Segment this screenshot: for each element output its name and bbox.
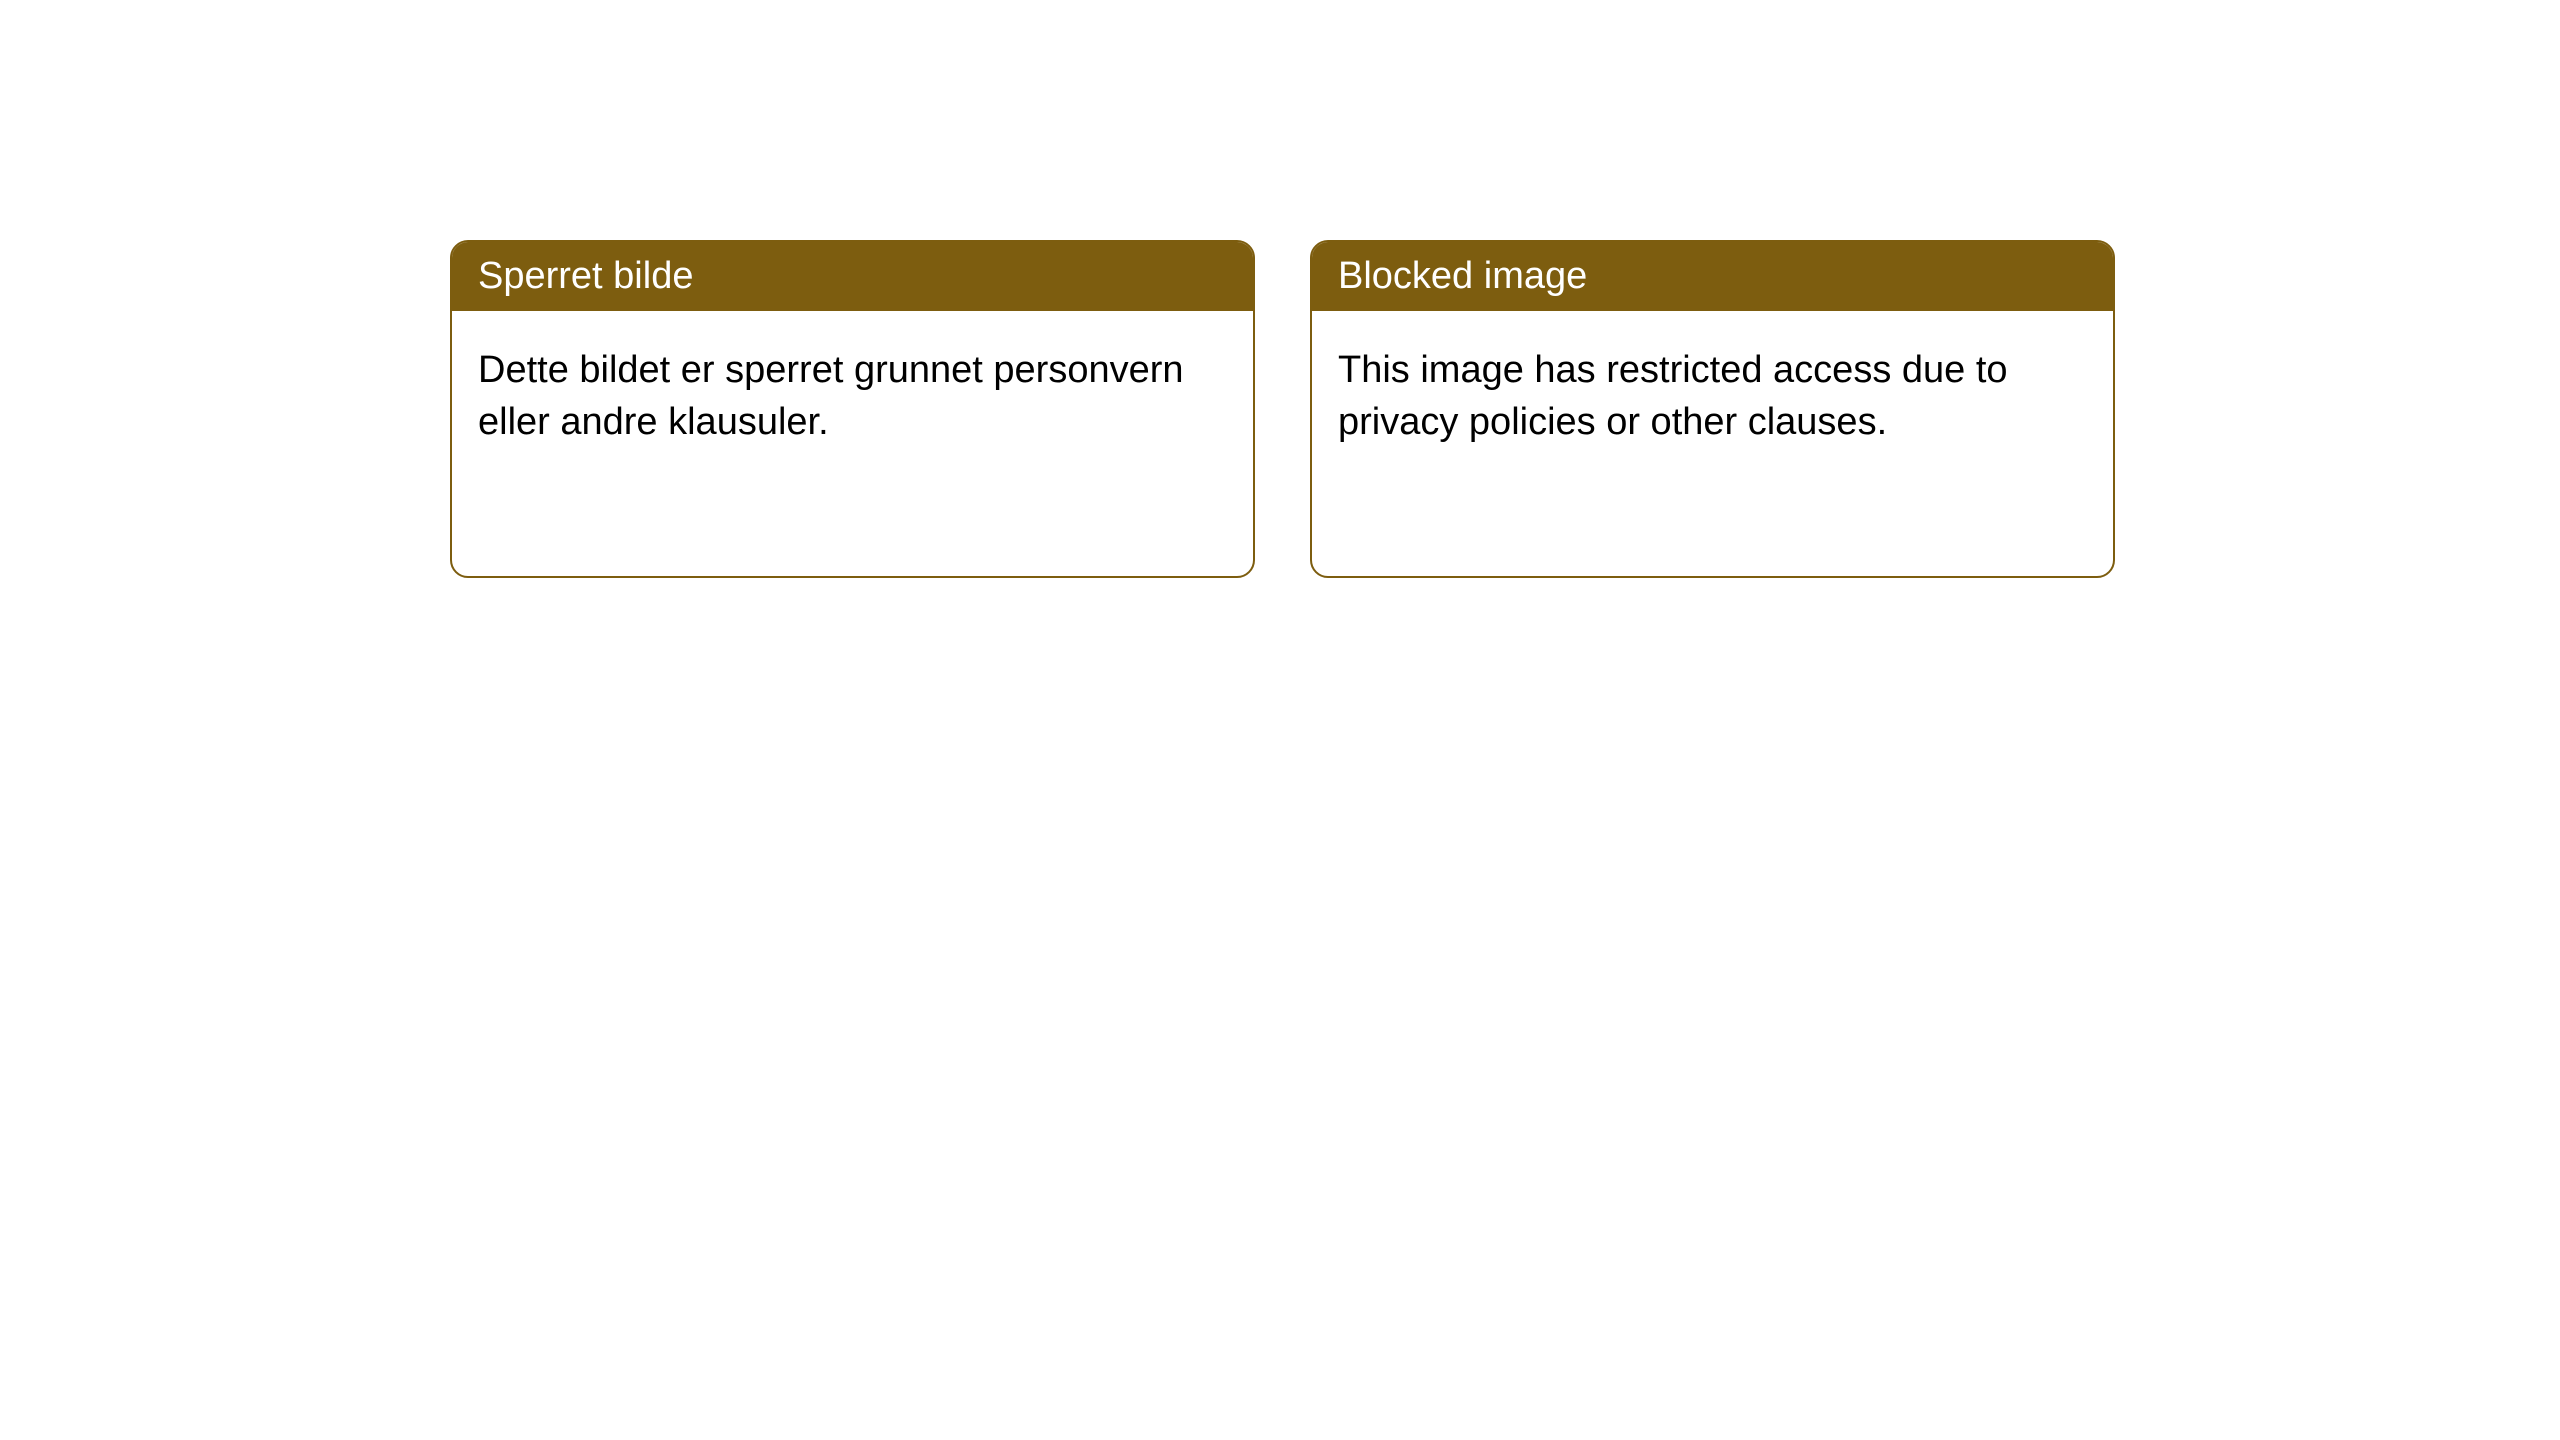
notice-title: Blocked image xyxy=(1338,255,1587,297)
notice-header: Blocked image xyxy=(1312,242,2113,311)
notice-title: Sperret bilde xyxy=(478,255,693,297)
notice-container: Sperret bilde Dette bildet er sperret gr… xyxy=(450,240,2115,578)
notice-card-norwegian: Sperret bilde Dette bildet er sperret gr… xyxy=(450,240,1255,578)
notice-body-text: This image has restricted access due to … xyxy=(1338,349,2008,442)
notice-card-english: Blocked image This image has restricted … xyxy=(1310,240,2115,578)
notice-body: This image has restricted access due to … xyxy=(1312,311,2113,482)
notice-body: Dette bildet er sperret grunnet personve… xyxy=(452,311,1253,482)
notice-body-text: Dette bildet er sperret grunnet personve… xyxy=(478,349,1184,442)
notice-header: Sperret bilde xyxy=(452,242,1253,311)
